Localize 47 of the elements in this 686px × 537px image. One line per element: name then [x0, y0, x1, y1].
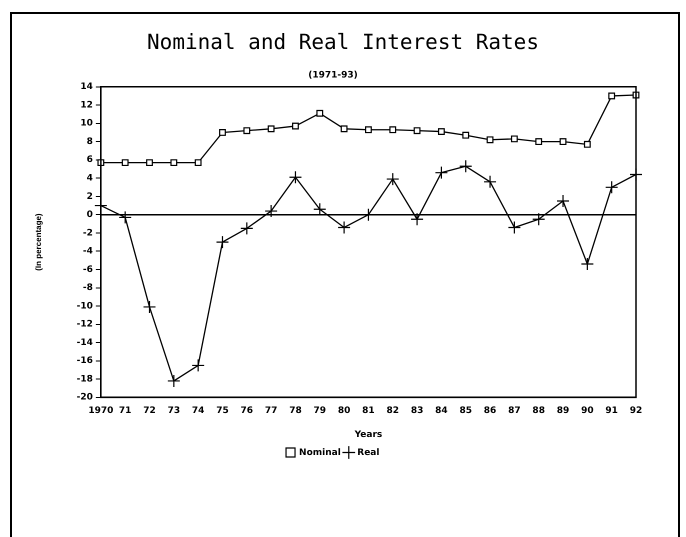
x-tick-label: 83 [410, 406, 424, 416]
x-tick-label: 72 [143, 406, 156, 416]
x-tick-label: 85 [459, 406, 472, 416]
y-tick-label: -6 [82, 264, 93, 275]
y-tick-label: 2 [86, 192, 93, 202]
x-tick-label: 86 [484, 406, 496, 416]
y-tick-label: -18 [76, 374, 93, 384]
x-tick-label: 73 [168, 406, 180, 416]
x-tick-label: 84 [435, 406, 448, 416]
x-tick-label: 91 [605, 406, 618, 416]
y-tick-label: -14 [76, 338, 93, 348]
y-tick-label: 0 [86, 210, 93, 220]
y-tick-label: -4 [82, 246, 93, 257]
x-tick-label: 90 [581, 406, 594, 416]
y-tick-label: -16 [76, 356, 93, 366]
x-tick-label: 71 [118, 406, 132, 416]
chart-subtitle: (1971-93) [308, 70, 358, 81]
x-tick-label: 92 [630, 406, 642, 416]
x-tick-label: 75 [216, 406, 229, 416]
y-tick-label: 6 [86, 155, 93, 166]
y-tick-label: 14 [80, 82, 93, 92]
y-tick-label: -10 [76, 301, 93, 312]
x-tick-label: 79 [314, 406, 326, 416]
y-axis-title: (In percentage) [34, 213, 44, 271]
legend-label: Real [357, 448, 380, 458]
x-tick-label: 81 [362, 406, 375, 416]
x-tick-label: 82 [386, 406, 400, 416]
x-tick-label: 78 [289, 406, 302, 416]
x-tick-label: 88 [532, 406, 545, 416]
x-tick-label: 89 [556, 406, 570, 416]
x-tick-label: 76 [240, 406, 254, 416]
chart-title: Nominal and Real Interest Rates [146, 30, 540, 54]
x-tick-label: 80 [338, 406, 350, 416]
x-tick-label: 74 [192, 406, 204, 416]
x-tick-label: 87 [508, 406, 521, 416]
x-tick-label: 1970 [88, 406, 114, 416]
y-tick-label: 10 [80, 118, 93, 129]
x-axis-title: Years [354, 430, 382, 440]
y-tick-label: 8 [86, 136, 93, 147]
y-tick-label: -2 [82, 228, 93, 238]
y-tick-label: -12 [76, 320, 93, 330]
y-tick-label: 4 [86, 173, 93, 184]
legend-label: Nominal [299, 448, 341, 458]
y-tick-label: -20 [76, 392, 93, 403]
x-tick-label: 77 [264, 406, 278, 416]
y-tick-label: 12 [80, 100, 93, 110]
y-tick-label: -8 [82, 283, 93, 294]
